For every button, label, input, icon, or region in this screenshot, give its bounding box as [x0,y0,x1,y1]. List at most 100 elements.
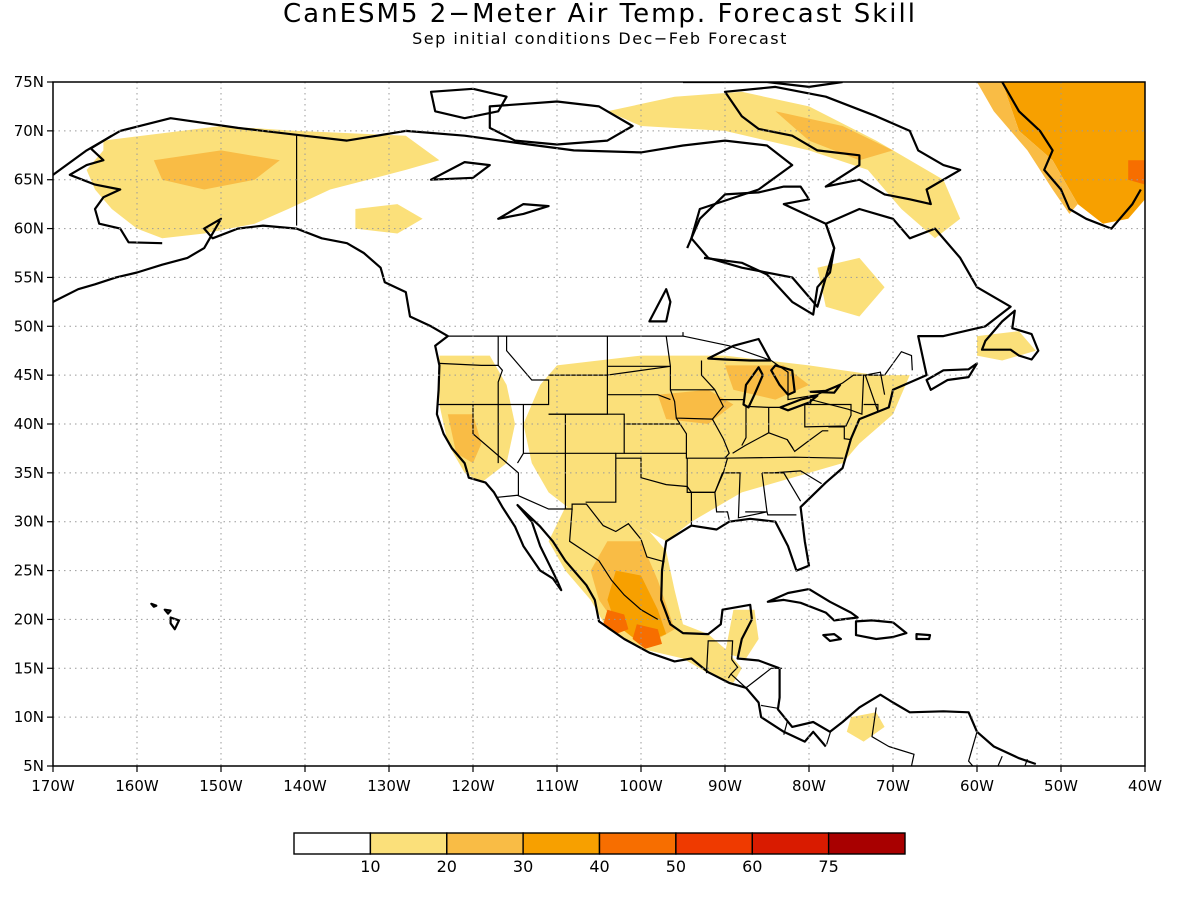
lon-tick-label: 100W [619,777,663,795]
border-state-sd-ne [607,394,671,401]
coastline-hispaniola [854,619,908,641]
political-borders-layer [296,134,1028,766]
lon-tick-label: 60W [960,777,994,795]
colorbar-label: 10 [360,857,380,876]
lat-tick-label: 25N [14,562,44,580]
colorbar-swatch [675,832,754,855]
border-colombia-venezuela [871,707,915,766]
skill-region-canadian-arctic [607,91,961,239]
lat-tick-label: 50N [14,317,44,335]
coastline-victoria-island [488,100,634,146]
colorbar-label: 30 [513,857,533,876]
lon-tick-label: 110W [535,777,579,795]
lon-tick-label: 50W [1044,777,1078,795]
coastline-north-america-coast [53,117,1037,766]
skill-region-alaska [86,126,440,239]
map-subtitle: Sep initial conditions Dec−Feb Forecast [412,29,788,48]
border-state-or-ca [437,403,499,464]
border-state-ok-tx [615,457,692,493]
lat-tick-label: 65N [14,171,44,189]
border-state-ia [669,389,725,420]
border-state-ga-fl [745,511,797,516]
lon-tick-label: 140W [283,777,327,795]
lon-tick-label: 40W [1128,777,1162,795]
coastline-hawaii-oahu [150,602,158,608]
lon-tick-label: 70W [876,777,910,795]
lon-tick-label: 80W [792,777,826,795]
lat-tick-label: 30N [14,513,44,531]
colorbar-swatch [369,832,448,855]
axis-ticks [47,81,1146,772]
coastline-puerto-rico [915,632,932,641]
coastline-jamaica [822,632,843,643]
colorbar-label: 60 [742,857,762,876]
lon-tick-label: 90W [708,777,742,795]
skill-region-greenland [1002,82,1145,224]
colorbar-swatch [446,832,524,855]
lat-tick-label: 60N [14,220,44,238]
border-venezuela-guyana [967,731,978,766]
lat-tick-label: 15N [14,659,44,677]
border-state-wi-mn [700,360,716,391]
border-us-mexico [497,494,665,563]
coastline-hawaii-big [169,616,181,631]
coastline-pacific-coast [53,217,827,748]
skill-region-canadian-arctic-core [775,111,893,161]
colorbar-swatch [598,832,677,855]
colorbar-swatch [522,832,601,855]
colorbar-swatch [827,832,906,855]
colorbar-label: 75 [818,857,838,876]
border-state-ny [810,375,865,416]
lat-tick-label: 20N [14,610,44,628]
coastline-baffin-island [723,85,962,206]
lat-tick-label: 5N [23,757,44,775]
colorbar-swatch [751,832,830,855]
border-state-wa-or [439,336,499,366]
coastline-hudson-bay [686,185,836,316]
border-state-mi-oh [745,405,780,408]
coastline-greenland [1001,82,1142,230]
border-state-ca-nv [472,404,520,496]
lat-tick-label: 70N [14,122,44,140]
lon-tick-label: 160W [115,777,159,795]
coastline-great-lake-erie [779,394,819,412]
lat-lon-grid [53,82,1145,766]
skill-region-central-core [657,389,734,424]
border-state-co-nm [565,413,625,503]
lat-tick-label: 10N [14,708,44,726]
colorbar-swatch [293,832,372,855]
skill-region-mexico-hot-east [632,624,662,649]
border-state-ms-al [714,472,768,519]
coastline-cuba [766,587,859,622]
skill-region-greenland-east [1128,160,1145,185]
coastline-great-bear-lake [429,161,491,181]
colorbar-label: 40 [589,857,609,876]
skill-region-newfoundland [977,331,1036,361]
border-state-mn-west [665,336,715,391]
coastline-great-lake-ontario [809,383,842,394]
skill-region-us-central-east [523,355,910,542]
axis-tick-labels: 75N 70N 65N 60N 55N 50N 45N 40N 35N 30N 25N 20N 15N 1… [14,73,1162,795]
border-state-mt-nd [606,336,671,376]
colorbar: 10 20 30 40 50 60 75 [293,832,906,876]
border-guyana-suriname [997,755,1003,766]
border-state-id-mt [497,336,550,406]
border-state-nc-sc [772,470,822,485]
coastline-newfoundland [980,309,1040,361]
border-mexico-guatemala [705,640,734,674]
lat-tick-label: 55N [14,268,44,286]
border-mexico-states [568,508,659,620]
lon-tick-label: 170W [31,777,75,795]
border-state-tn-ky [724,456,844,459]
colorbar-label: 50 [666,857,686,876]
border-state-la [691,491,730,520]
skill-region-caribbean-col [846,712,885,742]
border-guatemala-honduras [727,659,739,679]
border-panama-colombia [826,730,832,745]
border-suriname-fguiana [1024,758,1028,766]
border-state-new-england [863,371,886,412]
border-us-canada-east [682,335,913,401]
colorbar-label: 20 [437,857,457,876]
border-nicaragua-costa-rica [760,704,779,709]
